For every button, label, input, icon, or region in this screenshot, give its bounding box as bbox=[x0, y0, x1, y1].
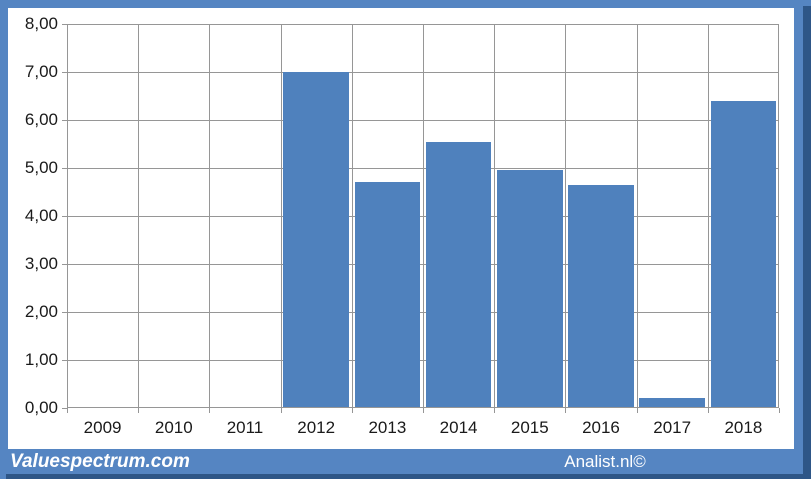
x-axis-tick bbox=[351, 408, 353, 413]
x-axis-tick bbox=[494, 408, 496, 413]
bar bbox=[639, 398, 705, 408]
bar bbox=[283, 72, 349, 408]
y-axis-tick bbox=[62, 408, 67, 409]
gridline-vertical bbox=[707, 24, 709, 408]
y-axis-label: 4,00 bbox=[24, 206, 58, 225]
gridline-vertical bbox=[280, 24, 282, 408]
y-axis-tick bbox=[62, 168, 67, 169]
x-axis-tick bbox=[67, 408, 68, 413]
y-axis-tick bbox=[62, 216, 67, 217]
bar bbox=[710, 100, 777, 408]
bar bbox=[354, 182, 421, 408]
gridline-vertical bbox=[351, 24, 353, 408]
x-axis-label: 2009 bbox=[83, 418, 122, 437]
x-axis-tick bbox=[779, 408, 780, 413]
gridline-vertical bbox=[636, 24, 638, 408]
y-axis-tick bbox=[62, 264, 67, 265]
x-axis-tick bbox=[636, 408, 638, 413]
x-axis-label: 2015 bbox=[510, 418, 549, 437]
frame-shadow-right bbox=[803, 6, 811, 479]
y-axis-tick bbox=[62, 312, 67, 313]
y-axis-label: 6,00 bbox=[24, 110, 58, 129]
gridline-vertical bbox=[423, 24, 424, 408]
x-axis-label: 2017 bbox=[653, 418, 692, 437]
y-axis-label: 1,00 bbox=[24, 350, 58, 369]
y-axis-label: 5,00 bbox=[24, 158, 58, 177]
watermark-strip: Valuespectrum.com Analist.nl© bbox=[0, 449, 811, 474]
y-axis-tick bbox=[62, 24, 67, 25]
x-axis-label: 2010 bbox=[154, 418, 193, 437]
x-axis-tick bbox=[209, 408, 211, 413]
y-axis-label: 3,00 bbox=[24, 254, 58, 273]
gridline-vertical bbox=[138, 24, 140, 408]
y-axis-label: 8,00 bbox=[24, 14, 58, 33]
y-axis-label: 0,00 bbox=[24, 398, 58, 417]
x-axis-tick bbox=[423, 408, 424, 413]
x-axis-label: 2016 bbox=[582, 418, 620, 437]
x-axis-label: 2011 bbox=[226, 418, 264, 437]
x-axis-label: 2014 bbox=[439, 418, 478, 437]
valuespectrum-watermark: Valuespectrum.com bbox=[10, 451, 190, 472]
bar bbox=[425, 141, 492, 408]
bar bbox=[568, 184, 634, 408]
y-axis-tick bbox=[62, 120, 67, 121]
analist-watermark: Analist.nl© bbox=[564, 452, 646, 471]
x-axis-tick bbox=[138, 408, 140, 413]
x-axis-label: 2012 bbox=[297, 418, 336, 437]
gridline-vertical bbox=[494, 24, 496, 408]
y-axis-tick bbox=[62, 72, 67, 73]
y-axis-label: 2,00 bbox=[24, 302, 58, 321]
x-axis-label: 2013 bbox=[368, 418, 407, 437]
bar bbox=[497, 170, 563, 408]
gridline-vertical bbox=[209, 24, 211, 408]
x-axis-tick bbox=[707, 408, 709, 413]
x-axis-tick bbox=[280, 408, 282, 413]
x-axis-label: 2018 bbox=[724, 418, 763, 437]
frame-shadow-bottom bbox=[6, 474, 811, 479]
chart-canvas: 0,00 1,00 2,00 3,00 4,00 5,00 6,00 7,00 8,00 2009… bbox=[8, 8, 794, 449]
y-axis-tick bbox=[62, 360, 67, 361]
y-axis-label: 7,00 bbox=[24, 62, 58, 81]
gridline-vertical bbox=[565, 24, 567, 408]
x-axis-tick bbox=[565, 408, 567, 413]
